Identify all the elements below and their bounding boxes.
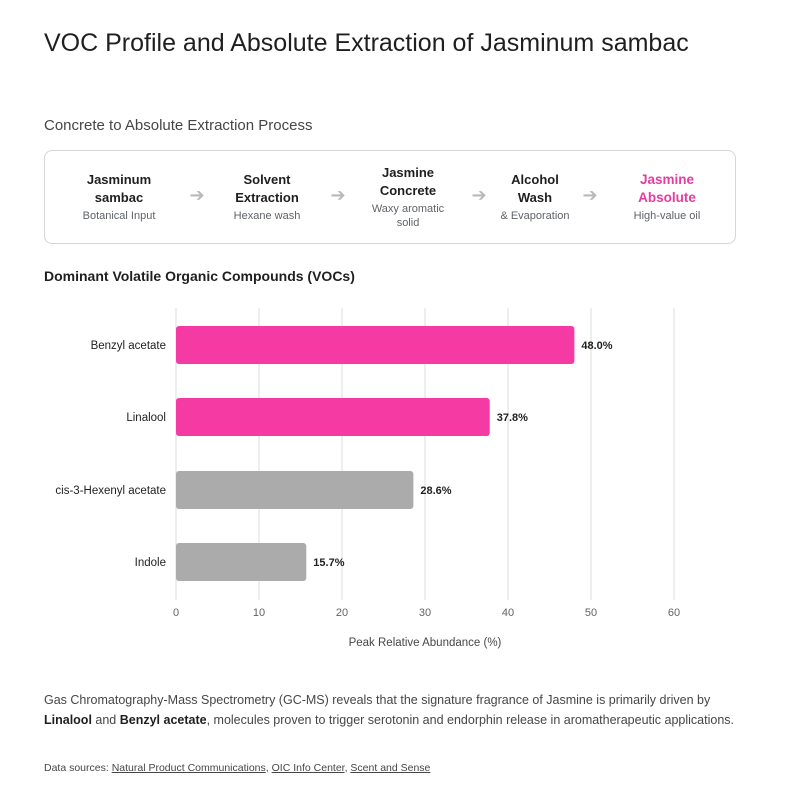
y-category-label: cis-3-Hexenyl acetate: [55, 485, 166, 497]
description-bold: Linalool: [44, 713, 92, 727]
x-tick-label: 60: [668, 607, 680, 619]
source-link-oic[interactable]: OIC Info Center: [271, 762, 345, 774]
data-sources: Data sources: Natural Product Communicat…: [44, 762, 431, 774]
process-step-jasmine-concrete: Jasmine Concrete Waxy aromatic solid: [363, 151, 453, 243]
description-text: Gas Chromatography-Mass Spectrometry (GC…: [44, 690, 744, 730]
data-label: 28.6%: [420, 485, 451, 497]
description-bold: Benzyl acetate: [119, 713, 207, 727]
bar: [176, 398, 490, 436]
description-part: Gas Chromatography-Mass Spectrometry (GC…: [44, 693, 711, 707]
arrow-right-icon: ➔: [471, 185, 487, 205]
data-label: 48.0%: [581, 340, 612, 352]
process-step-title: Solvent Extraction: [235, 172, 299, 205]
process-step-jasmine-absolute: Jasmine Absolute High-value oil: [617, 151, 717, 243]
y-category-label: Linalool: [126, 412, 166, 424]
arrow-right-icon: ➔: [189, 185, 205, 205]
description-part: , molecules proven to trigger serotonin …: [206, 713, 734, 727]
chart-heading: Dominant Volatile Organic Compounds (VOC…: [44, 268, 355, 284]
process-heading: Concrete to Absolute Extraction Process: [44, 117, 313, 134]
bar: [176, 543, 307, 581]
process-step-subtitle: High-value oil: [633, 210, 701, 222]
page-title: VOC Profile and Absolute Extraction of J…: [44, 29, 689, 57]
x-tick-label: 0: [173, 607, 179, 619]
data-label: 37.8%: [497, 412, 528, 424]
arrow-right-icon: ➔: [330, 185, 346, 205]
x-axis-title: Peak Relative Abundance (%): [349, 637, 502, 649]
y-category-label: Benzyl acetate: [91, 340, 166, 352]
process-flow: Jasminum sambac Botanical Input ➔ Solven…: [44, 150, 736, 244]
x-tick-label: 20: [336, 607, 348, 619]
process-step-title: Alcohol Wash: [511, 172, 559, 205]
sources-label: Data sources:: [44, 762, 112, 774]
process-step-alcohol-wash: Alcohol Wash & Evaporation: [495, 151, 575, 243]
process-step-subtitle: Hexane wash: [233, 210, 301, 222]
source-link-npc[interactable]: Natural Product Communications: [111, 762, 266, 774]
process-step-subtitle: Botanical Input: [82, 210, 156, 222]
x-tick-label: 50: [585, 607, 597, 619]
process-step-title: Jasmine Concrete: [379, 165, 437, 198]
x-tick-label: 30: [419, 607, 431, 619]
source-link-scent-and-sense[interactable]: Scent and Sense: [350, 762, 431, 774]
process-step-title: Jasmine Absolute: [638, 172, 696, 205]
voc-bar-chart: 0 10 20 30 40 50 60 Benzyl acetate 48.0% Linalool…: [55, 308, 680, 649]
process-step-title: Jasminum sambac: [86, 172, 152, 205]
y-category-label: Indole: [135, 557, 166, 569]
process-step-solvent-extraction: Solvent Extraction Hexane wash: [222, 151, 312, 243]
x-tick-label: 40: [502, 607, 514, 619]
bar: [176, 471, 414, 509]
x-tick-label: 10: [253, 607, 265, 619]
description-part: and: [91, 713, 120, 727]
process-step-subtitle: Waxy aromatic solid: [371, 203, 445, 229]
data-label: 15.7%: [313, 557, 344, 569]
bar: [176, 326, 575, 364]
process-step-subtitle: & Evaporation: [500, 210, 570, 222]
process-step-botanical-input: Jasminum sambac Botanical Input: [67, 151, 171, 243]
arrow-right-icon: ➔: [582, 185, 598, 205]
